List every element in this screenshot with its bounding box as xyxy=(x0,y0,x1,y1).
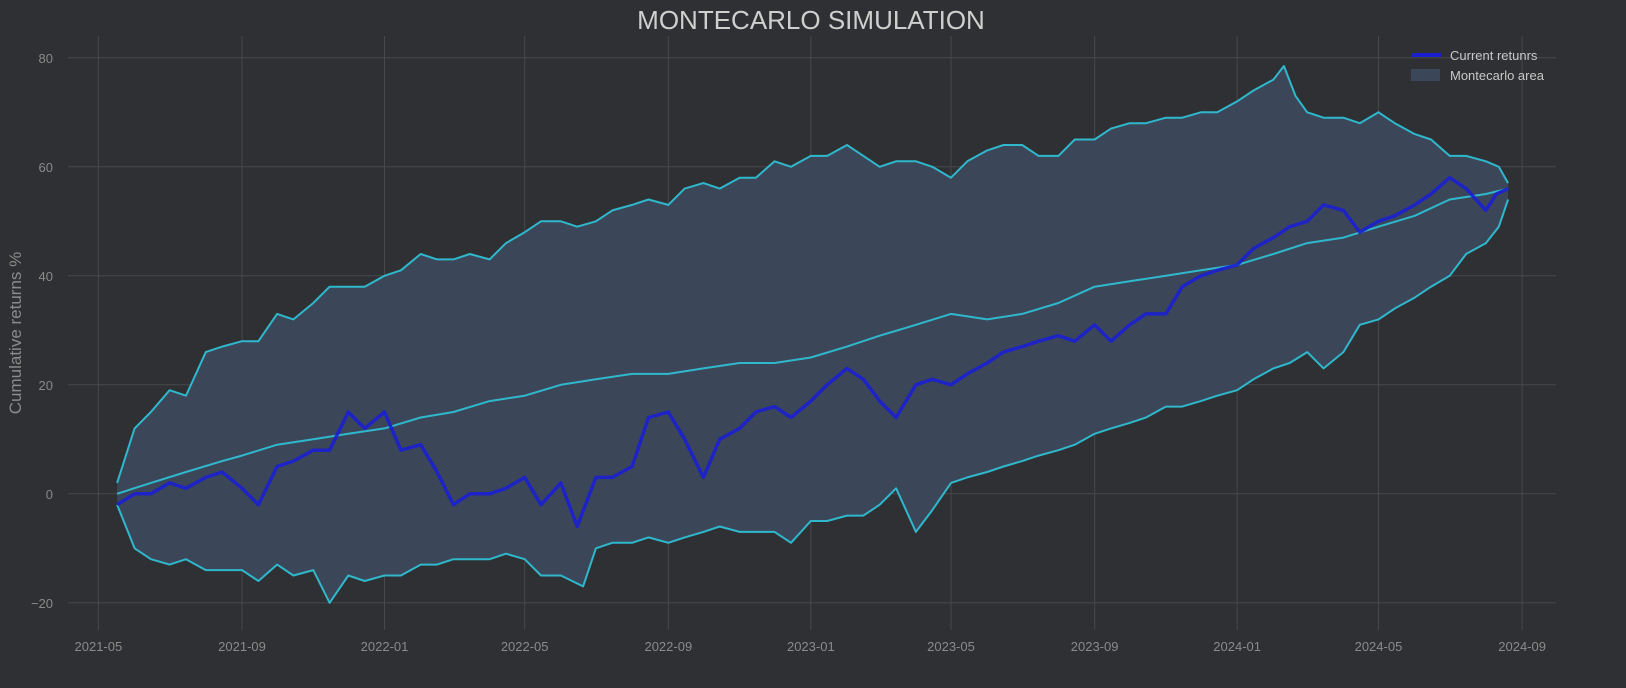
current-returns-line xyxy=(116,175,1509,529)
y-axis-ticks: −20 0 20 40 60 80 xyxy=(31,51,53,611)
plot-area xyxy=(116,65,1510,604)
x-tick-label: 2022-01 xyxy=(361,639,409,654)
montecarlo-upper-line xyxy=(116,65,1509,484)
y-tick-label: −20 xyxy=(31,596,53,611)
legend: Current retunrs Montecarlo area xyxy=(1411,48,1545,83)
y-tick-label: 0 xyxy=(46,487,53,502)
legend-label-current: Current retunrs xyxy=(1450,48,1538,63)
chart-title: MONTECARLO SIMULATION xyxy=(637,5,985,35)
x-tick-label: 2021-09 xyxy=(218,639,266,654)
legend-label-area: Montecarlo area xyxy=(1450,68,1545,83)
x-tick-label: 2023-09 xyxy=(1071,639,1119,654)
y-tick-label: 80 xyxy=(39,51,53,66)
legend-swatch-area xyxy=(1411,69,1440,81)
x-tick-label: 2023-05 xyxy=(927,639,975,654)
x-axis-ticks: 2021-05 2021-09 2022-01 2022-05 2022-09 2023-… xyxy=(75,639,1546,654)
y-tick-label: 20 xyxy=(39,378,53,393)
x-tick-label: 2024-09 xyxy=(1498,639,1546,654)
montecarlo-area xyxy=(117,66,1509,603)
x-tick-label: 2022-05 xyxy=(501,639,549,654)
x-tick-label: 2023-01 xyxy=(787,639,835,654)
y-axis-label: Cumulative returns % xyxy=(6,252,25,415)
x-tick-label: 2021-05 xyxy=(75,639,123,654)
x-tick-label: 2024-05 xyxy=(1355,639,1403,654)
y-tick-label: 60 xyxy=(39,160,53,175)
x-tick-label: 2024-01 xyxy=(1213,639,1261,654)
x-tick-label: 2022-09 xyxy=(644,639,692,654)
montecarlo-lower-line xyxy=(116,199,1510,604)
y-tick-label: 40 xyxy=(39,269,53,284)
